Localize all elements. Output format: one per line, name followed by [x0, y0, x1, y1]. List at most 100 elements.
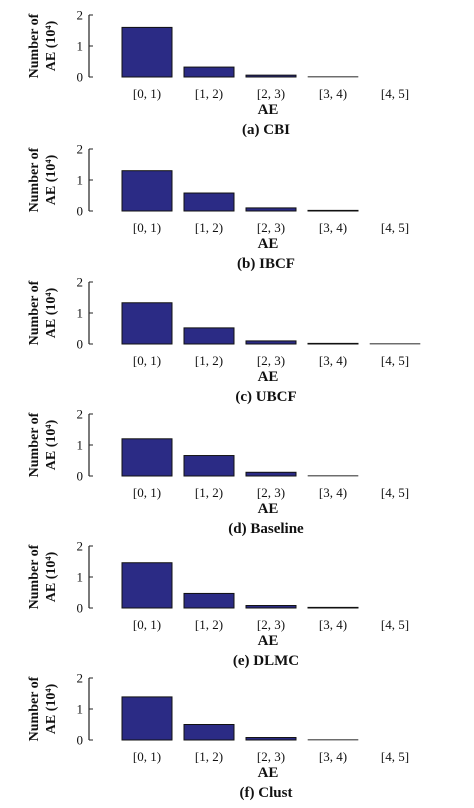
y-axis-label-line: AE (10⁴)	[44, 419, 59, 470]
x-tick-label: [0, 1)	[133, 86, 161, 101]
bar	[307, 209, 359, 212]
x-tick-label: [0, 1)	[133, 617, 161, 632]
y-axis-label-line: Number of	[27, 147, 42, 212]
x-tick-label: [0, 1)	[133, 220, 161, 235]
bar	[121, 438, 173, 477]
y-tick-label: 2	[77, 539, 84, 554]
x-axis-label: AE	[258, 102, 279, 118]
y-tick-label: 2	[77, 407, 84, 422]
x-tick-label: [4, 5]	[381, 617, 409, 632]
y-tick-label: 2	[77, 8, 84, 23]
bar	[245, 471, 297, 477]
y-tick-label: 0	[77, 337, 84, 352]
chart-caption: (c) UBCF	[235, 389, 296, 405]
bar	[245, 605, 297, 609]
bar	[121, 696, 173, 741]
y-axis-label-line: Number of	[27, 13, 42, 78]
y-axis-label-line: Number of	[27, 544, 42, 609]
x-axis-label: AE	[258, 369, 279, 385]
x-tick-label: [4, 5]	[381, 749, 409, 764]
y-axis-label-line: Number of	[27, 676, 42, 741]
chart-caption: (f) Clust	[240, 785, 293, 801]
y-tick-label: 1	[77, 438, 84, 453]
x-tick-label: [1, 2)	[195, 220, 223, 235]
y-axis-label-line: AE (10⁴)	[44, 683, 59, 734]
bar	[245, 737, 297, 741]
x-axis-label: AE	[258, 236, 279, 252]
chart-caption: (e) DLMC	[233, 653, 299, 669]
x-tick-label: [4, 5]	[381, 485, 409, 500]
chart-caption: (b) IBCF	[237, 256, 295, 272]
x-tick-label: [0, 1)	[133, 749, 161, 764]
y-tick-label: 2	[77, 275, 84, 290]
x-tick-label: [2, 3)	[257, 749, 285, 764]
chart-panel-5: 0 1 2 [0, 1) [1, 2) [2, 3) [3, 4) [4, 5] AE Numbe…	[27, 539, 409, 670]
x-tick-label: [2, 3)	[257, 485, 285, 500]
y-axis-label-line: AE (10⁴)	[44, 154, 59, 205]
y-tick-label: 0	[77, 469, 84, 484]
x-tick-label: [4, 5]	[381, 353, 409, 368]
chart-panel-4: 0 1 2 [0, 1) [1, 2) [2, 3) [3, 4) [4, 5] AE Numbe…	[27, 407, 409, 538]
bar	[245, 340, 297, 345]
bar	[121, 302, 173, 345]
bar	[183, 724, 235, 741]
y-axis-label: Number of AE (10⁴)	[27, 13, 59, 78]
y-axis-label-line: AE (10⁴)	[44, 20, 59, 71]
bar	[183, 455, 235, 477]
y-axis-label: Number of AE (10⁴)	[27, 280, 59, 345]
bar	[307, 606, 359, 609]
x-tick-label: [2, 3)	[257, 353, 285, 368]
y-tick-label: 0	[77, 204, 84, 219]
x-tick-label: [0, 1)	[133, 353, 161, 368]
y-axis-label-line: AE (10⁴)	[44, 551, 59, 602]
y-tick-label: 0	[77, 601, 84, 616]
bar	[183, 592, 235, 609]
y-tick-label: 1	[77, 39, 84, 54]
x-axis-label: AE	[258, 501, 279, 517]
y-tick-label: 1	[77, 570, 84, 585]
x-tick-label: [3, 4)	[319, 617, 347, 632]
x-tick-label: [0, 1)	[133, 485, 161, 500]
y-tick-label: 2	[77, 671, 84, 686]
y-axis-label: Number of AE (10⁴)	[27, 676, 59, 741]
x-tick-label: [1, 2)	[195, 485, 223, 500]
bar	[121, 562, 173, 609]
y-axis-label: Number of AE (10⁴)	[27, 544, 59, 609]
y-tick-label: 0	[77, 70, 84, 85]
x-tick-label: [3, 4)	[319, 86, 347, 101]
chart-panel-1: 0 1 2 [0, 1) [1, 2) [2, 3) [3, 4) [4, 5] AE Numbe…	[27, 8, 409, 139]
chart-panel-3: 0 1 2 [0, 1) [1, 2) [2, 3) [3, 4) [4, 5] AE Numbe…	[27, 275, 421, 405]
y-tick-label: 0	[77, 733, 84, 748]
y-axis-label-line: AE (10⁴)	[44, 287, 59, 338]
bar	[245, 74, 297, 78]
chart-caption: (a) CBI	[242, 122, 290, 138]
chart-panel-2: 0 1 2 [0, 1) [1, 2) [2, 3) [3, 4) [4, 5] AE Numbe…	[27, 142, 409, 273]
x-tick-label: [3, 4)	[319, 353, 347, 368]
x-tick-label: [3, 4)	[319, 220, 347, 235]
y-tick-label: 1	[77, 702, 84, 717]
bar	[183, 66, 235, 78]
chart-panel-6: 0 1 2 [0, 1) [1, 2) [2, 3) [3, 4) [4, 5] AE Numbe…	[27, 671, 409, 802]
y-tick-label: 1	[77, 306, 84, 321]
x-tick-label: [1, 2)	[195, 353, 223, 368]
bar	[183, 192, 235, 212]
x-axis-label: AE	[258, 633, 279, 649]
x-tick-label: [1, 2)	[195, 617, 223, 632]
x-tick-label: [1, 2)	[195, 749, 223, 764]
bar	[307, 342, 359, 345]
x-tick-label: [3, 4)	[319, 485, 347, 500]
y-tick-label: 2	[77, 142, 84, 157]
bar	[121, 170, 173, 212]
bar	[183, 327, 235, 345]
bar	[121, 26, 173, 78]
bar	[245, 207, 297, 212]
x-tick-label: [4, 5]	[381, 86, 409, 101]
y-axis-label-line: Number of	[27, 412, 42, 477]
x-tick-label: [2, 3)	[257, 617, 285, 632]
y-axis-label: Number of AE (10⁴)	[27, 412, 59, 477]
y-axis-label: Number of AE (10⁴)	[27, 147, 59, 212]
x-tick-label: [2, 3)	[257, 86, 285, 101]
y-tick-label: 1	[77, 173, 84, 188]
x-tick-label: [3, 4)	[319, 749, 347, 764]
